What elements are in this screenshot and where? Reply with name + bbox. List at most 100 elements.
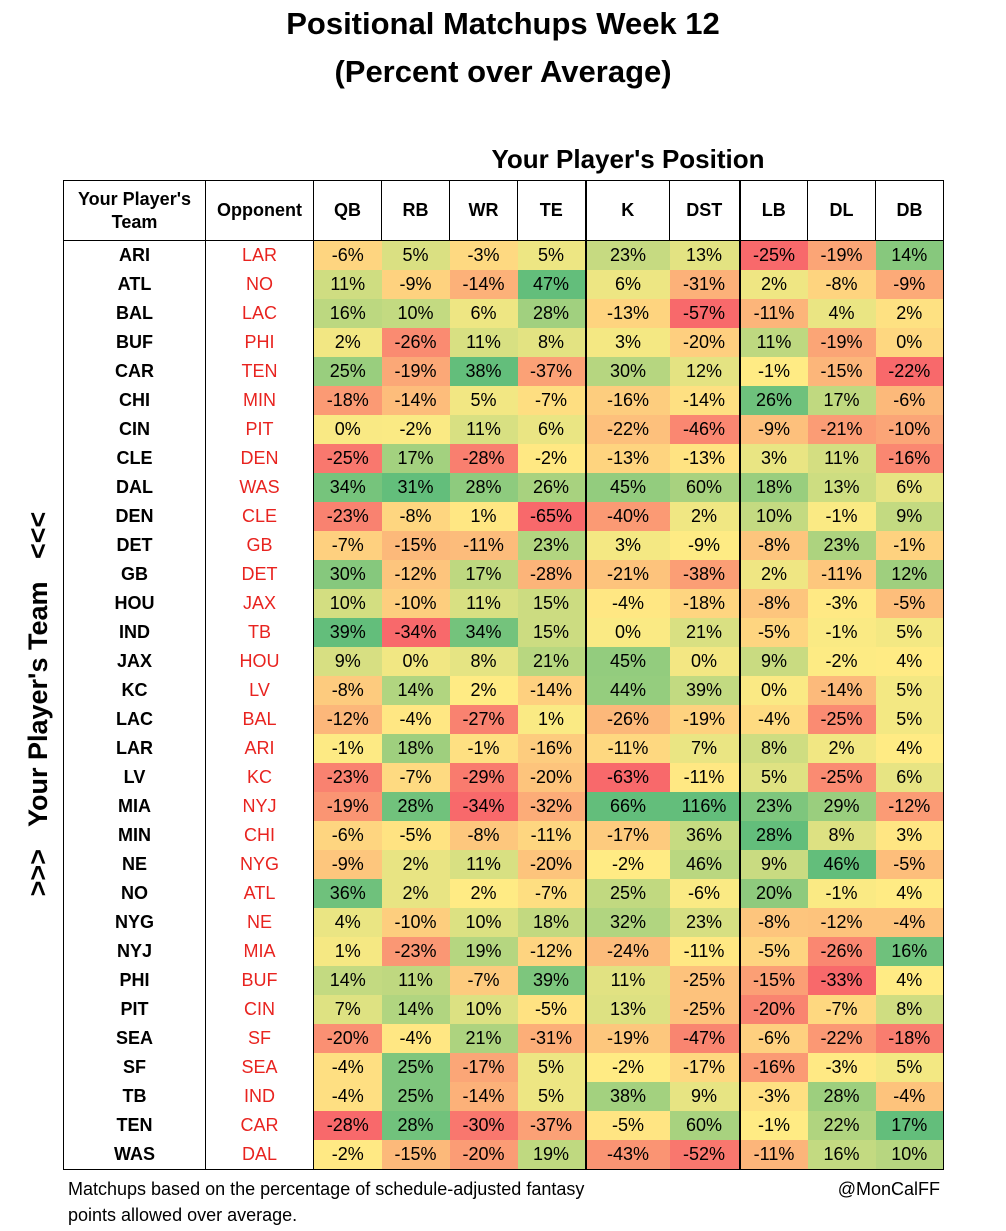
table-row: PHI BUF 14% 11% -7% 39% 11% -25% -15% -33% 4% — [63, 966, 944, 995]
value-cell-qb: -9% — [313, 850, 382, 879]
footnote: Matchups based on the percentage of sche… — [68, 1176, 668, 1228]
value-cell-wr: -28% — [449, 444, 518, 473]
value-cell-db: 2% — [875, 299, 944, 328]
team-cell: DEN — [63, 502, 206, 531]
opponent-cell: MIN — [205, 386, 314, 415]
value-cell-wr: 5% — [449, 386, 518, 415]
value-cell-dst: -47% — [669, 1024, 741, 1053]
value-cell-dl: -1% — [807, 618, 876, 647]
opponent-cell: SF — [205, 1024, 314, 1053]
value-cell-lb: -20% — [739, 995, 808, 1024]
value-cell-qb: 4% — [313, 908, 382, 937]
value-cell-rb: -4% — [381, 1024, 450, 1053]
value-cell-wr: -14% — [449, 270, 518, 299]
value-cell-lb: 0% — [739, 676, 808, 705]
value-cell-wr: 2% — [449, 676, 518, 705]
value-cell-k: 23% — [585, 240, 670, 270]
value-cell-k: -4% — [585, 589, 670, 618]
value-cell-db: -1% — [875, 531, 944, 560]
value-cell-db: 0% — [875, 328, 944, 357]
value-cell-dl: -21% — [807, 415, 876, 444]
table-row: PIT CIN 7% 14% 10% -5% 13% -25% -20% -7% 8% — [63, 995, 944, 1024]
column-header-db: DB — [875, 180, 944, 241]
team-cell: DET — [63, 531, 206, 560]
value-cell-te: 39% — [517, 966, 587, 995]
value-cell-lb: -5% — [739, 937, 808, 966]
value-cell-wr: -27% — [449, 705, 518, 734]
value-cell-te: -37% — [517, 357, 587, 386]
value-cell-dl: 23% — [807, 531, 876, 560]
value-cell-k: -24% — [585, 937, 670, 966]
team-cell: CIN — [63, 415, 206, 444]
opponent-cell: CHI — [205, 821, 314, 850]
opponent-cell: BUF — [205, 966, 314, 995]
value-cell-wr: 34% — [449, 618, 518, 647]
value-cell-lb: 18% — [739, 473, 808, 502]
matchup-heatmap-table: Your Player's Team Opponent QB RB WR TE K DST LB… — [63, 180, 944, 1170]
opponent-cell: MIA — [205, 937, 314, 966]
team-cell: NE — [63, 850, 206, 879]
table-row: SF SEA -4% 25% -17% 5% -2% -17% -16% -3% 5% — [63, 1053, 944, 1082]
value-cell-rb: -10% — [381, 589, 450, 618]
team-cell: PIT — [63, 995, 206, 1024]
value-cell-qb: 2% — [313, 328, 382, 357]
value-cell-te: -7% — [517, 879, 587, 908]
table-row: MIA NYJ -19% 28% -34% -32% 66% 116% 23% 29% -12% — [63, 792, 944, 821]
team-cell: GB — [63, 560, 206, 589]
value-cell-db: 10% — [875, 1140, 944, 1170]
value-cell-db: -5% — [875, 589, 944, 618]
value-cell-te: -20% — [517, 763, 587, 792]
table-row: CAR TEN 25% -19% 38% -37% 30% 12% -1% -15% -22% — [63, 357, 944, 386]
value-cell-k: 44% — [585, 676, 670, 705]
value-cell-k: 3% — [585, 328, 670, 357]
value-cell-dl: -33% — [807, 966, 876, 995]
opponent-cell: HOU — [205, 647, 314, 676]
value-cell-dst: -11% — [669, 937, 741, 966]
value-cell-wr: -34% — [449, 792, 518, 821]
value-cell-db: 9% — [875, 502, 944, 531]
value-cell-wr: -17% — [449, 1053, 518, 1082]
value-cell-db: -4% — [875, 1082, 944, 1111]
value-cell-qb: 16% — [313, 299, 382, 328]
value-cell-rb: 0% — [381, 647, 450, 676]
value-cell-qb: 30% — [313, 560, 382, 589]
value-cell-qb: -25% — [313, 444, 382, 473]
value-cell-lb: -4% — [739, 705, 808, 734]
value-cell-dl: 4% — [807, 299, 876, 328]
table-row: SEA SF -20% -4% 21% -31% -19% -47% -6% -22% -18% — [63, 1024, 944, 1053]
value-cell-lb: 23% — [739, 792, 808, 821]
table-row: NYG NE 4% -10% 10% 18% 32% 23% -8% -12% -4% — [63, 908, 944, 937]
value-cell-te: 26% — [517, 473, 587, 502]
value-cell-k: -13% — [585, 444, 670, 473]
opponent-cell: PIT — [205, 415, 314, 444]
footnote-line-2: points allowed over average. — [68, 1205, 298, 1225]
value-cell-k: 3% — [585, 531, 670, 560]
table-row: GB DET 30% -12% 17% -28% -21% -38% 2% -11% 12% — [63, 560, 944, 589]
value-cell-lb: 5% — [739, 763, 808, 792]
side-label-container: >>> Your Player's Team <<< — [13, 508, 63, 900]
value-cell-dst: 39% — [669, 676, 741, 705]
opponent-cell: LAC — [205, 299, 314, 328]
value-cell-dl: -7% — [807, 995, 876, 1024]
value-cell-te: 8% — [517, 328, 587, 357]
value-cell-te: -31% — [517, 1024, 587, 1053]
value-cell-db: -12% — [875, 792, 944, 821]
value-cell-dl: -1% — [807, 502, 876, 531]
value-cell-rb: -26% — [381, 328, 450, 357]
value-cell-dl: 22% — [807, 1111, 876, 1140]
value-cell-k: -26% — [585, 705, 670, 734]
value-cell-te: 5% — [517, 1082, 587, 1111]
value-cell-dl: -15% — [807, 357, 876, 386]
value-cell-te: 47% — [517, 270, 587, 299]
opponent-cell: NYG — [205, 850, 314, 879]
value-cell-te: -65% — [517, 502, 587, 531]
value-cell-lb: 10% — [739, 502, 808, 531]
team-cell: CLE — [63, 444, 206, 473]
opponent-cell: DEN — [205, 444, 314, 473]
value-cell-db: 4% — [875, 734, 944, 763]
value-cell-te: 6% — [517, 415, 587, 444]
value-cell-dl: -11% — [807, 560, 876, 589]
value-cell-wr: 1% — [449, 502, 518, 531]
value-cell-rb: -9% — [381, 270, 450, 299]
table-row: HOU JAX 10% -10% 11% 15% -4% -18% -8% -3% -5% — [63, 589, 944, 618]
